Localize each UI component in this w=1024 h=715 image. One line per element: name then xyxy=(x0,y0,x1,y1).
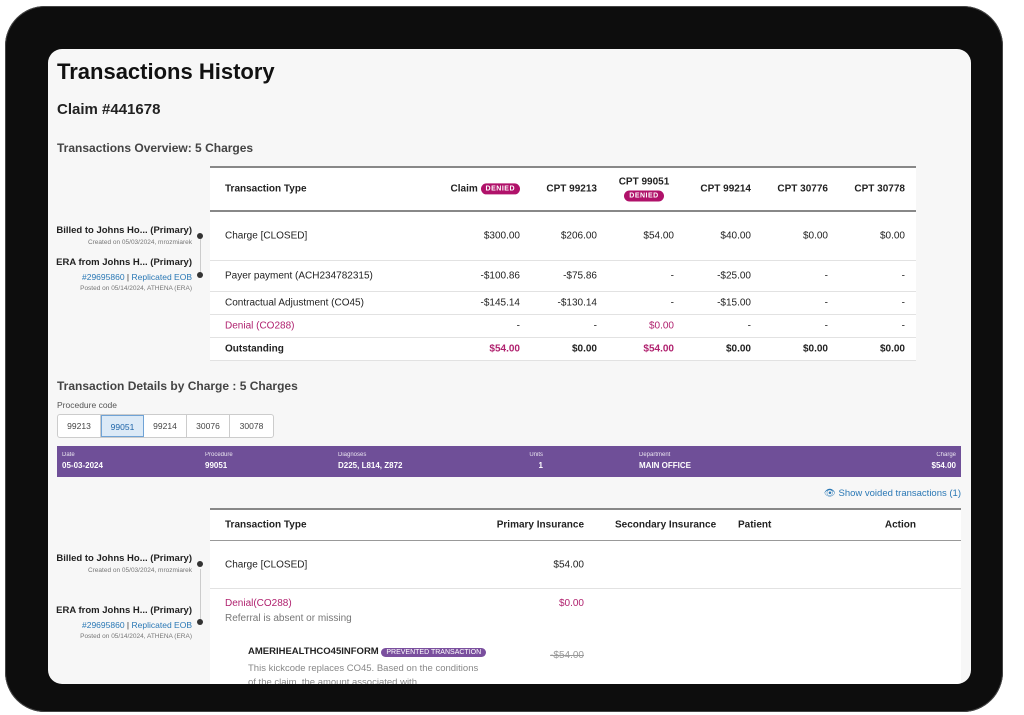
replicated-eob-link[interactable]: Replicated EOB xyxy=(131,620,192,630)
denial-label: Denial(CO288) xyxy=(225,598,292,609)
cell-value: $54.00 xyxy=(643,343,674,355)
replicated-eob-link[interactable]: Replicated EOB xyxy=(131,272,192,282)
table-row: Payer payment (ACH234782315) -$100.86 -$75… xyxy=(210,261,916,292)
procedure-code-selector: 99213 99051 99214 30076 30078 xyxy=(57,414,274,438)
cell-value: $300.00 xyxy=(483,230,520,242)
cell-value: $0.00 xyxy=(571,343,597,355)
denied-badge: DENIED xyxy=(480,183,520,195)
code-30076[interactable]: 30076 xyxy=(187,415,230,437)
denied-badge: DENIED xyxy=(624,190,664,202)
row-label: Contractual Adjustment (CO45) xyxy=(225,297,364,309)
eye-icon: 👁 xyxy=(823,488,836,499)
details-table: Transaction Type Primary Insurance Secon… xyxy=(210,508,961,684)
cell-value: $54.00 xyxy=(489,343,520,355)
timeline-billed: Billed to Johns Ho... (Primary) Created … xyxy=(56,225,192,246)
table-row: Charge [CLOSED] $300.00 $206.00 $54.00 $40.0… xyxy=(210,212,916,261)
cell-value: - xyxy=(593,320,597,332)
cell-value: - xyxy=(670,270,674,282)
table-row: Charge [CLOSED] $54.00 xyxy=(210,541,961,589)
charge-summary-bar: Date 05-03-2024 Procedure 99051 Diagnoses D… xyxy=(57,446,961,477)
table-row: Denial (CO288) - - $0.00 - - - xyxy=(210,315,916,338)
kickcode-desc: This kickcode replaces CO45. Based on th… xyxy=(248,663,479,684)
cell-value: - xyxy=(824,297,828,309)
timeline-billed: Billed to Johns Ho... (Primary) Created … xyxy=(56,553,192,574)
row-label: Payer payment (ACH234782315) xyxy=(225,270,373,282)
cell-value: $0.00 xyxy=(879,343,905,355)
cell-value: $54.00 xyxy=(643,230,674,242)
era-id-link[interactable]: #29695860 xyxy=(82,272,125,282)
cell-value: $0.00 xyxy=(648,320,674,332)
show-voided-link[interactable]: 👁 Show voided transactions (1) xyxy=(823,488,961,499)
code-99213[interactable]: 99213 xyxy=(58,415,101,437)
cell-value: -$145.14 xyxy=(480,297,520,309)
era-id-link[interactable]: #29695860 xyxy=(82,620,125,630)
code-30078[interactable]: 30078 xyxy=(239,421,264,431)
cell-value: -$100.86 xyxy=(480,270,520,282)
cell-value: - xyxy=(901,270,905,282)
page-title: Transactions History xyxy=(57,59,275,84)
kickcode-amount: -$54.00 xyxy=(550,650,584,661)
table-row: Outstanding $54.00 $0.00 $54.00 $0.00 $0.00 $0… xyxy=(210,338,916,361)
kickcode-row: AMERIHEALTHCO45INFORM PREVENTED TRANSACT… xyxy=(248,646,487,657)
cell-value: $0.00 xyxy=(802,343,828,355)
timeline-era: ERA from Johns H... (Primary) #29695860 … xyxy=(56,605,192,640)
timeline-dot xyxy=(197,272,203,278)
cell-value: $0.00 xyxy=(802,230,828,242)
timeline-dot xyxy=(197,619,203,625)
overview-table: Transaction Type Claim DENIED CPT 99213 … xyxy=(210,166,916,361)
details-heading: Transaction Details by Charge : 5 Charge… xyxy=(57,379,298,393)
cell-value: - xyxy=(824,270,828,282)
timeline-era: ERA from Johns H... (Primary) #29695860 … xyxy=(56,257,192,292)
cell-value: $0.00 xyxy=(879,230,905,242)
cell-value: -$15.00 xyxy=(717,297,751,309)
prevented-badge: PREVENTED TRANSACTION xyxy=(381,648,487,657)
code-99051[interactable]: 99051 xyxy=(101,415,144,437)
cell-value: $40.00 xyxy=(720,230,751,242)
table-header: Transaction Type Primary Insurance Secon… xyxy=(210,510,961,541)
cell-value: - xyxy=(747,320,751,332)
cell-value: -$130.14 xyxy=(557,297,597,309)
cell-value: $206.00 xyxy=(560,230,597,242)
claim-title: Claim #441678 xyxy=(57,101,161,118)
cell-value: -$25.00 xyxy=(717,270,751,282)
cell-value: -$75.86 xyxy=(563,270,597,282)
timeline-dot xyxy=(197,561,203,567)
code-99214[interactable]: 99214 xyxy=(144,415,187,437)
cell-value: - xyxy=(670,297,674,309)
denial-amount: $0.00 xyxy=(558,598,584,609)
row-label: Charge [CLOSED] xyxy=(225,230,308,242)
row-label: Denial (CO288) xyxy=(225,320,295,332)
cell-value: - xyxy=(824,320,828,332)
cell-value: - xyxy=(901,297,905,309)
table-header: Transaction Type Claim DENIED CPT 99213 … xyxy=(210,168,916,212)
screen: Transactions History Claim #441678 Trans… xyxy=(48,49,971,684)
tablet-frame: Transactions History Claim #441678 Trans… xyxy=(5,6,1003,712)
timeline-dot xyxy=(197,233,203,239)
table-row: Contractual Adjustment (CO45) -$145.14 -$1… xyxy=(210,292,916,315)
denial-desc: Referral is absent or missing xyxy=(225,613,352,624)
overview-heading: Transactions Overview: 5 Charges xyxy=(57,141,254,155)
row-label: Outstanding xyxy=(225,343,284,355)
cell-value: $0.00 xyxy=(725,343,751,355)
cell-value: - xyxy=(516,320,520,332)
cell-value: - xyxy=(901,320,905,332)
procedure-code-label: Procedure code xyxy=(57,400,118,410)
